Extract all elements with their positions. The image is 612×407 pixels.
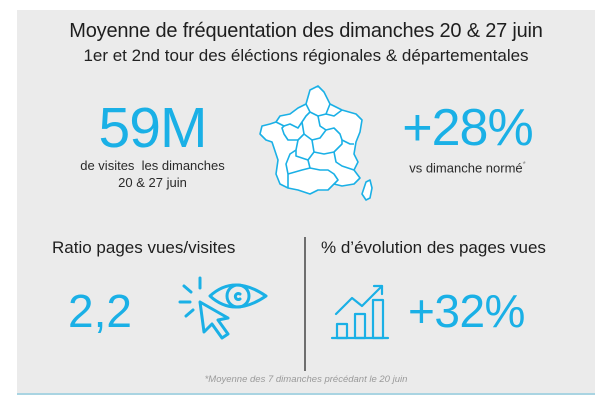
- footnote: *Moyenne des 7 dimanches précédant le 20…: [204, 374, 408, 385]
- growth-bar-chart-icon: [330, 284, 390, 340]
- visits-caption-line1: de visites les dimanches: [80, 158, 225, 173]
- section-divider: [304, 237, 306, 371]
- growth-caption: vs dimanche normé: [409, 160, 523, 176]
- visits-value: 59M: [98, 96, 208, 160]
- growth-caption-wrap: vs dimanche normé*: [390, 160, 545, 175]
- pageviews-value: +32%: [408, 285, 525, 337]
- infographic-panel: [17, 10, 595, 395]
- france-regions-map-icon: [259, 85, 373, 201]
- growth-value: +28%: [402, 99, 533, 157]
- pageviews-heading: % d’évolution des pages vues: [321, 238, 546, 257]
- footnote-mark: *: [522, 160, 526, 169]
- visits-caption-line2: 20 & 27 juin: [118, 175, 187, 190]
- page-subtitle: 1er et 2nd tour des éléctions régionales…: [83, 46, 529, 65]
- ratio-value: 2,2: [68, 285, 132, 337]
- visits-caption: de visites les dimanches 20 & 27 juin: [40, 157, 265, 191]
- ratio-heading: Ratio pages vues/visites: [52, 238, 236, 257]
- eye-click-icon: [178, 276, 268, 340]
- page-title: Moyenne de fréquentation des dimanches 2…: [69, 20, 543, 42]
